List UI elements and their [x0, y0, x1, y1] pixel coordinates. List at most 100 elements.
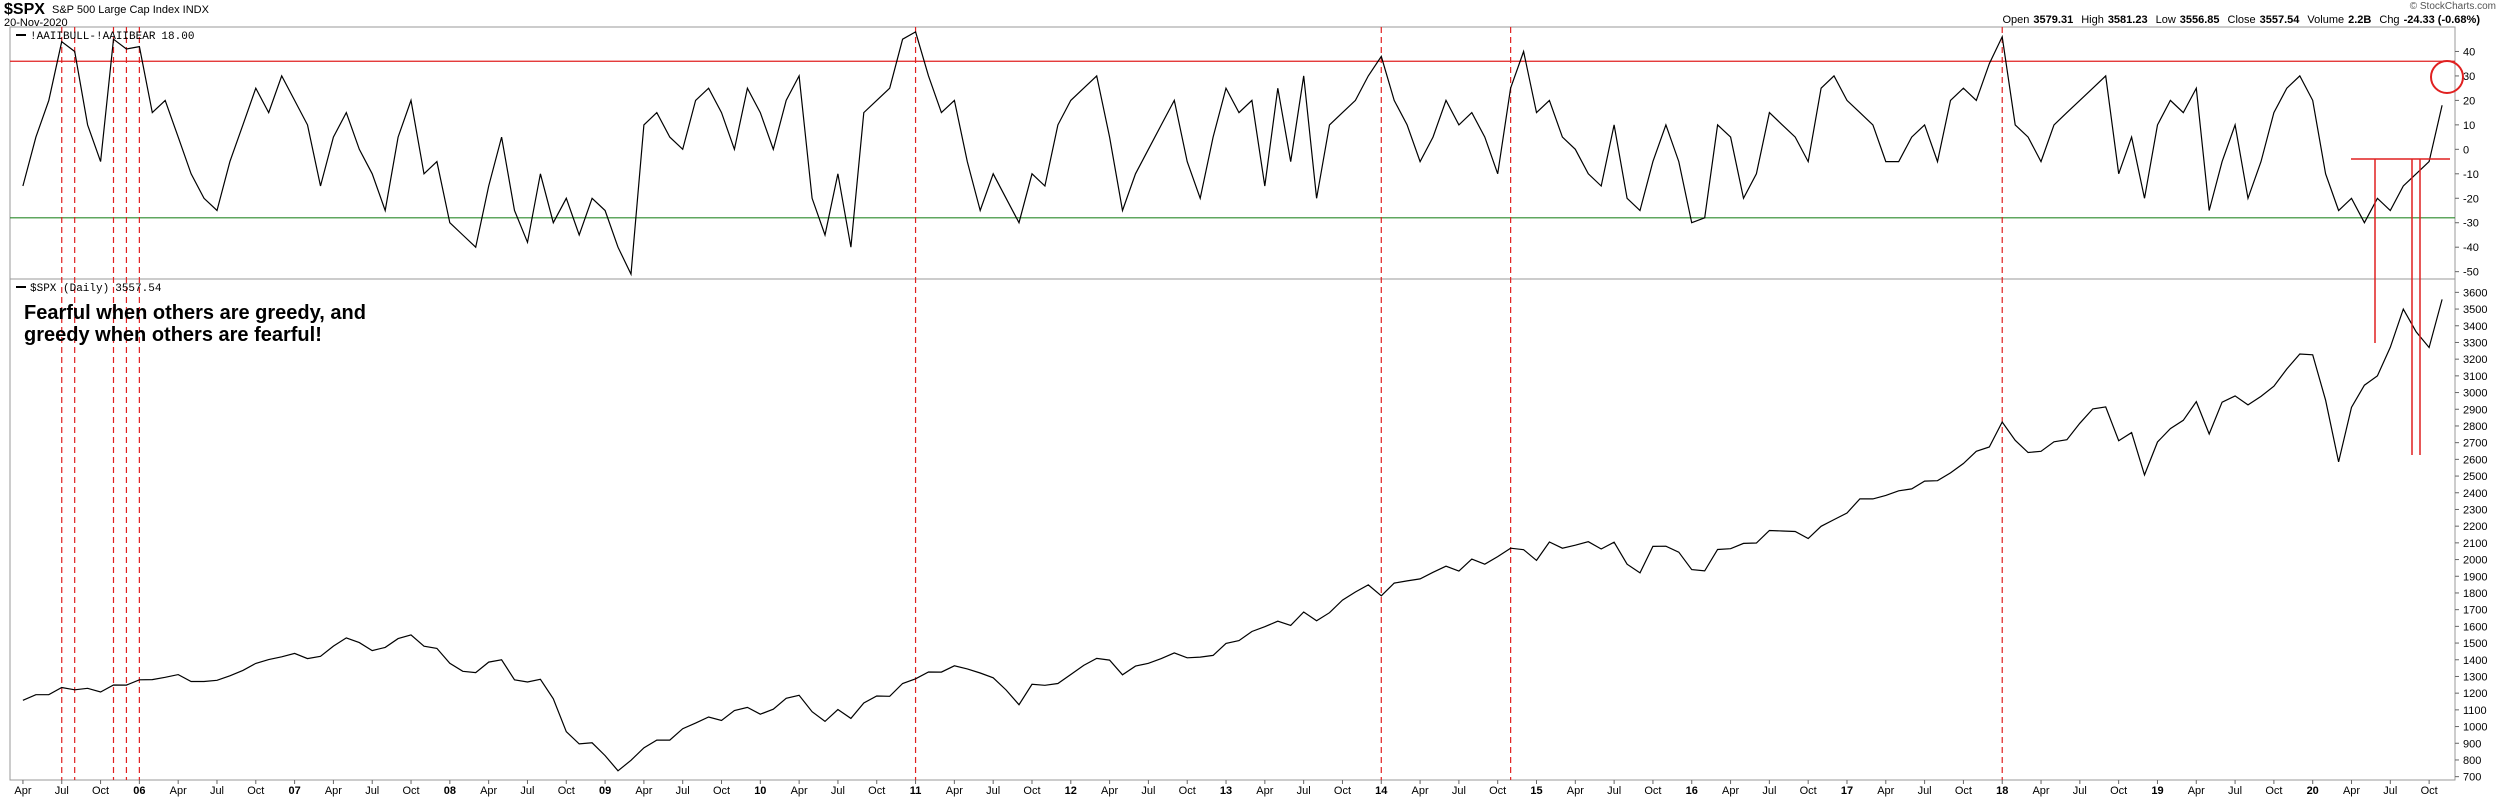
x-tick-label: 12: [1065, 785, 1077, 797]
quote-label: Low: [2156, 14, 2176, 26]
y-tick-label: 1200: [2463, 688, 2487, 700]
y-tick-label: 2100: [2463, 538, 2487, 550]
x-tick-label: 15: [1530, 785, 1542, 797]
legend-value: 3557.54: [115, 283, 162, 295]
x-tick-label: Apr: [791, 785, 808, 797]
quote-value: 3581.23: [2108, 14, 2148, 26]
x-tick-label: Oct: [92, 785, 109, 797]
source: © StockCharts.com: [2410, 1, 2496, 12]
y-tick-label: -40: [2463, 242, 2479, 254]
y-tick-label: 2300: [2463, 504, 2487, 516]
x-tick-label: 14: [1375, 785, 1388, 797]
x-tick-label: Apr: [1567, 785, 1584, 797]
legend-name: !AAIIBULL-!AAIIBEAR: [30, 31, 156, 43]
legend-value: 18.00: [161, 31, 194, 43]
x-tick-label: Apr: [1877, 785, 1894, 797]
y-tick-label: 2200: [2463, 521, 2487, 533]
y-tick-label: 10: [2463, 120, 2475, 132]
x-tick-label: Oct: [2421, 785, 2438, 797]
x-tick-label: Oct: [1334, 785, 1351, 797]
x-tick-label: 06: [133, 785, 145, 797]
y-tick-label: 2600: [2463, 454, 2487, 466]
y-tick-label: 3100: [2463, 371, 2487, 383]
x-tick-label: Jul: [55, 785, 69, 797]
y-tick-label: 20: [2463, 95, 2475, 107]
y-tick-label: 2700: [2463, 438, 2487, 450]
y-tick-label: 1800: [2463, 588, 2487, 600]
x-tick-label: Jul: [986, 785, 1000, 797]
y-tick-label: 1300: [2463, 671, 2487, 683]
quote-label: Volume: [2307, 14, 2344, 26]
y-tick-label: 1100: [2463, 705, 2487, 717]
x-tick-label: Oct: [2110, 785, 2127, 797]
y-tick-label: 3300: [2463, 337, 2487, 349]
quote-label: Close: [2228, 14, 2256, 26]
x-tick-label: Jul: [1918, 785, 1932, 797]
x-tick-label: Oct: [1800, 785, 1817, 797]
x-tick-label: 19: [2151, 785, 2163, 797]
x-tick-label: Oct: [402, 785, 419, 797]
series-line: [22, 31, 2443, 277]
x-tick-label: Jul: [676, 785, 690, 797]
y-tick-label: 30: [2463, 71, 2475, 83]
x-tick-label: Jul: [1452, 785, 1466, 797]
x-tick-label: Jul: [1297, 785, 1311, 797]
y-tick-label: -50: [2463, 267, 2479, 279]
marks: -50 -40 -30 -20 -10 0 10 20 30 40 !AAIIBULL-!AAIIB…: [10, 27, 2487, 797]
y-tick-label: 1000: [2463, 722, 2487, 734]
legend-name: $SPX (Daily): [30, 283, 109, 295]
y-tick-label: 2000: [2463, 555, 2487, 567]
y-tick-label: 3000: [2463, 388, 2487, 400]
quote-value: 2.2B: [2348, 14, 2371, 26]
x-tick-label: Jul: [2073, 785, 2087, 797]
quote-label: High: [2081, 14, 2104, 26]
x-tick-label: Jul: [210, 785, 224, 797]
y-tick-label: 2800: [2463, 421, 2487, 433]
annotation-circle: [2430, 60, 2464, 94]
x-tick-label: Oct: [558, 785, 575, 797]
x-tick-label: Oct: [1955, 785, 1972, 797]
y-tick-label: 1600: [2463, 621, 2487, 633]
legend: $SPX (Daily) 3557.54: [30, 283, 162, 295]
x-tick-label: Apr: [946, 785, 963, 797]
x-tick-label: Apr: [2032, 785, 2049, 797]
x-tick-label: 17: [1841, 785, 1853, 797]
y-tick-label: 2400: [2463, 488, 2487, 500]
y-tick-label: 1500: [2463, 638, 2487, 650]
y-tick-label: 1900: [2463, 571, 2487, 583]
x-tick-label: Oct: [1179, 785, 1196, 797]
x-tick-label: 18: [1996, 785, 2008, 797]
y-tick-label: 40: [2463, 46, 2475, 58]
x-tick-label: Apr: [480, 785, 497, 797]
x-tick-label: Apr: [1722, 785, 1739, 797]
y-tick-label: 800: [2463, 755, 2481, 767]
x-tick-label: 09: [599, 785, 611, 797]
x-tick-label: Jul: [1141, 785, 1155, 797]
x-tick-label: 08: [444, 785, 456, 797]
annotation: Fearful when others are greedy, and: [24, 302, 366, 324]
x-tick-label: Jul: [831, 785, 845, 797]
x-tick-label: Apr: [325, 785, 342, 797]
quote-value: 3556.85: [2180, 14, 2220, 26]
x-tick-label: Oct: [2265, 785, 2282, 797]
y-tick-label: -20: [2463, 193, 2479, 205]
x-tick-label: 16: [1686, 785, 1698, 797]
y-tick-label: 0: [2463, 144, 2469, 156]
quote-label: Chg: [2379, 14, 2399, 26]
quote-label: Open: [2003, 14, 2030, 26]
symbol-name: S&P 500 Large Cap Index INDX: [52, 4, 210, 16]
x-tick-label: 13: [1220, 785, 1232, 797]
y-tick-label: 900: [2463, 738, 2481, 750]
y-tick-label: 3200: [2463, 354, 2487, 366]
quote-value: 3579.31: [2033, 14, 2073, 26]
y-tick-label: 3500: [2463, 304, 2487, 316]
x-tick-label: Oct: [247, 785, 264, 797]
x-tick-label: Jul: [2383, 785, 2397, 797]
annotation: greedy when others are fearful!: [24, 324, 322, 346]
x-tick-label: Oct: [868, 785, 885, 797]
y-tick-label: 2900: [2463, 404, 2487, 416]
annotation-shapes: [2351, 60, 2464, 455]
x-tick-label: Jul: [2228, 785, 2242, 797]
x-tick-label: Jul: [365, 785, 379, 797]
